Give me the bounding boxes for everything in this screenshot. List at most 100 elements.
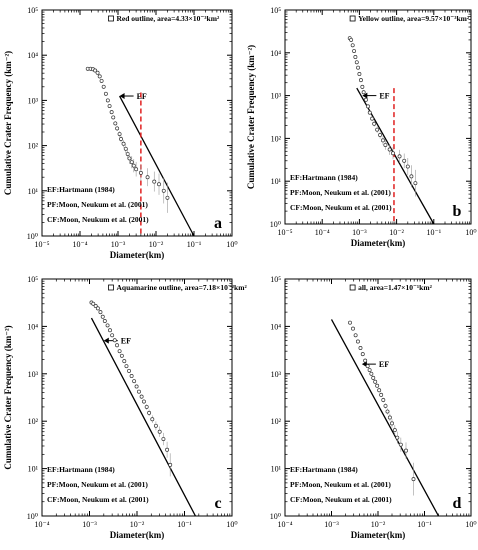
- data-point: [122, 359, 127, 364]
- annotation-text: CF:Moon, Neukum et al. (2001): [290, 203, 392, 212]
- ef-label: EF: [121, 337, 131, 346]
- legend-label: Yellow outline, area=9.57×10⁻³km²: [358, 14, 470, 23]
- data-point: [147, 410, 152, 415]
- y-axis-label: Cumulative Crater Frequency (km⁻²): [3, 51, 13, 195]
- y-tick-label: 10⁵: [270, 6, 281, 15]
- data-point: [139, 394, 144, 399]
- data-point: [100, 314, 105, 319]
- y-axis-label: Cumulative Crater Frequency (km⁻²): [246, 45, 256, 189]
- data-point: [370, 116, 375, 121]
- y-tick-label: 10⁰: [270, 512, 281, 521]
- data-point: [103, 91, 108, 96]
- x-tick-label: 10⁻²: [130, 520, 145, 529]
- data-point: [121, 141, 126, 146]
- data-point: [358, 78, 363, 83]
- y-tick-label: 10¹: [271, 177, 282, 186]
- data-point: [409, 174, 414, 179]
- data-point: [124, 364, 129, 369]
- y-axis-label: Cumulative Crater Frequency (km⁻²): [3, 325, 13, 469]
- annotation-text: EF:Hartmann (1984): [290, 465, 358, 474]
- data-point: [168, 462, 173, 467]
- data-point: [411, 477, 416, 482]
- data-point: [165, 447, 170, 452]
- annotation-text: CF:Moon, Neukum et al. (2001): [47, 495, 149, 504]
- legend-label: Aquamarine outline, area=7.18×10⁻²km²: [117, 283, 248, 292]
- annotation-text: EF:Hartmann (1984): [47, 185, 115, 194]
- data-point: [102, 319, 107, 323]
- x-tick-label: 10⁰: [226, 520, 237, 529]
- data-point: [110, 333, 115, 338]
- y-tick-label: 10⁰: [270, 220, 281, 229]
- data-point: [150, 417, 155, 422]
- data-point: [117, 132, 122, 137]
- x-axis-label: Diameter(km): [351, 530, 405, 540]
- panel-letter: b: [453, 203, 462, 220]
- data-point: [360, 84, 365, 89]
- legend-marker: [349, 15, 356, 22]
- data-point: [157, 182, 161, 187]
- data-point: [390, 421, 394, 426]
- x-tick-label: 10⁻⁵: [277, 228, 292, 237]
- data-point: [378, 133, 383, 137]
- data-point: [93, 304, 98, 308]
- y-tick-label: 10¹: [28, 187, 39, 196]
- x-tick-label: 10⁰: [226, 240, 237, 249]
- annotation-text: PF:Moon, Neukum et al. (2001): [290, 188, 391, 197]
- y-tick-label: 10⁴: [270, 49, 281, 58]
- data-point: [134, 384, 139, 389]
- data-point: [348, 320, 352, 325]
- x-tick-label: 10⁻⁵: [34, 240, 49, 249]
- data-point: [387, 415, 392, 420]
- data-point: [398, 442, 403, 447]
- legend-marker: [108, 15, 114, 22]
- x-tick-label: 10⁻³: [111, 240, 126, 249]
- panel-letter: a: [214, 215, 222, 232]
- data-point: [405, 164, 410, 169]
- legend-label: Red outline, area=4.33×10⁻³km²: [117, 14, 220, 23]
- data-point: [115, 126, 120, 131]
- y-tick-label: 10¹: [271, 465, 282, 474]
- panel-c: 10⁻⁴ 10⁻³ 10⁻² 10⁻¹ 10⁰ 10⁰ 10¹ 10² 10³ 10⁴ 10⁵ Dia…: [3, 275, 247, 540]
- annotation-text: CF:Moon, Neukum et al. (2001): [47, 215, 149, 224]
- x-tick-label: 10⁰: [465, 520, 476, 529]
- data-point: [129, 160, 134, 165]
- data-point: [351, 326, 355, 331]
- data-point: [356, 65, 361, 70]
- data-point: [105, 98, 110, 103]
- data-point: [113, 121, 118, 126]
- ef-arrow-head: [362, 92, 368, 99]
- data-point: [365, 364, 370, 369]
- data-point: [157, 429, 162, 434]
- ef-label: EF: [137, 92, 147, 101]
- x-tick-label: 10⁻¹: [177, 520, 192, 529]
- data-point: [115, 343, 119, 348]
- ef-label: EF: [379, 92, 389, 101]
- y-tick-label: 10⁵: [270, 275, 281, 284]
- x-tick-label: 10⁻²: [371, 520, 386, 529]
- data-point: [144, 404, 149, 409]
- data-point: [127, 156, 132, 161]
- data-point: [161, 437, 166, 442]
- data-point: [366, 104, 370, 109]
- data-point: [375, 127, 380, 132]
- x-axis-label: Diameter(km): [110, 250, 164, 260]
- data-point: [375, 383, 380, 388]
- y-tick-label: 10⁰: [27, 232, 38, 241]
- y-tick-label: 10³: [28, 370, 39, 379]
- data-point: [161, 188, 166, 193]
- data-point: [391, 151, 395, 156]
- ef-label: EF: [379, 360, 389, 369]
- data-point: [395, 435, 400, 440]
- x-tick-label: 10⁻³: [324, 520, 339, 529]
- data-point: [367, 368, 372, 372]
- annotation-text: PF:Moon, Neukum et al. (2001): [290, 480, 391, 489]
- data-point: [107, 104, 112, 108]
- data-point: [95, 306, 100, 311]
- data-point: [360, 352, 365, 357]
- x-tick-label: 10⁻¹: [417, 520, 432, 529]
- x-tick-label: 10⁻¹: [426, 228, 441, 237]
- data-point: [153, 423, 158, 428]
- data-point: [404, 448, 408, 453]
- panel-b: 10⁻⁵ 10⁻⁴ 10⁻³ 10⁻² 10⁻¹ 10⁰ 10⁰ 10¹ 10² 10³ 10⁴ 10…: [246, 6, 477, 248]
- data-point: [123, 146, 128, 151]
